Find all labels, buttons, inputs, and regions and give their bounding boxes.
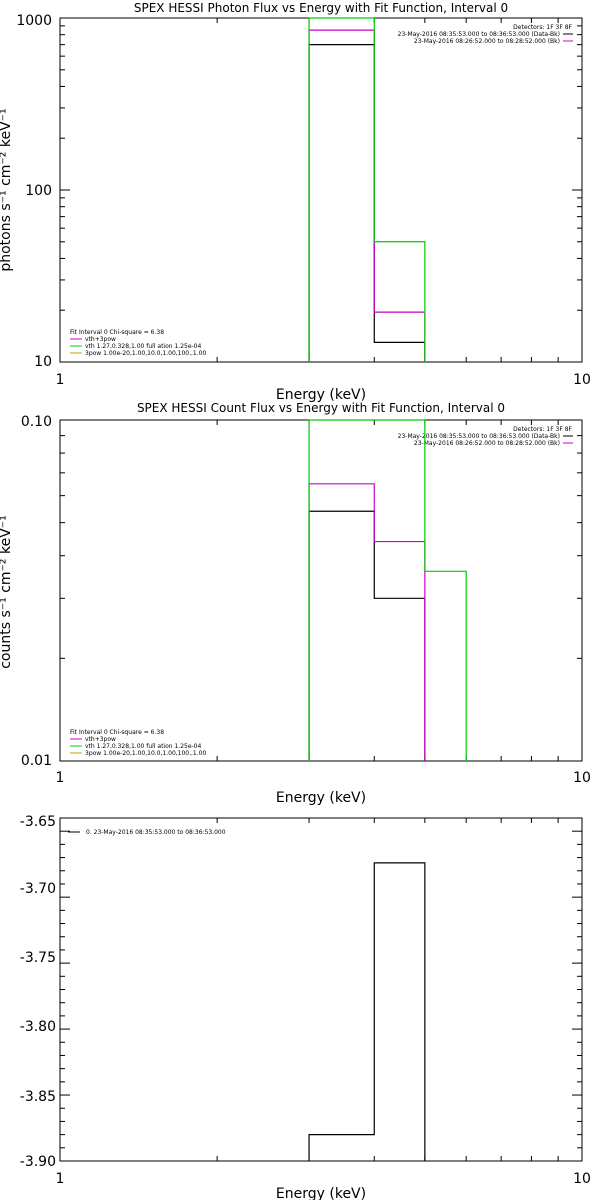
series-line — [308, 419, 467, 761]
legend-entry: vth 1.27,0.328,1.00 full ation 1.25e-04 — [85, 743, 201, 750]
x-tick-label: 1 — [56, 1171, 65, 1187]
y-tick-label: 0.10 — [21, 414, 52, 430]
x-axis-label: Energy (keV) — [276, 790, 366, 806]
y-tick-label: -3.80 — [20, 1019, 56, 1035]
y-axis-label: photons s⁻¹ cm⁻² keV⁻¹ — [0, 108, 14, 271]
y-tick-label: -3.75 — [20, 950, 56, 966]
axis-ticks — [59, 818, 583, 1162]
x-tick-label: 1 — [56, 372, 65, 388]
y-tick-label: -3.85 — [20, 1089, 56, 1105]
axis-ticks — [59, 419, 583, 762]
legend-left: Fit Interval 0 Chi-square = 6.38 vth+3po… — [70, 329, 206, 357]
y-tick-label: 1000 — [16, 13, 52, 29]
x-tick-label: 10 — [573, 372, 591, 388]
legend-header: Detectors: 1F 3F 8F — [513, 426, 572, 433]
legend-entry: 23-May-2016 08:26:52.000 to 08:28:52.000… — [414, 440, 560, 447]
legend-header: Detectors: 1F 3F 8F — [513, 24, 572, 31]
plot-frame — [59, 17, 583, 363]
x-tick-label: 10 — [573, 770, 591, 786]
axis-ticks — [59, 17, 583, 363]
y-tick-label: -3.90 — [20, 1154, 56, 1170]
y-tick-label: 10 — [34, 354, 52, 370]
legend-entry: vth 1.27,0.328,1.00 full ation 1.25e-04 — [85, 343, 201, 350]
x-axis-label: Energy (keV) — [276, 387, 366, 403]
legend-entry: 3pow 1.00e-20,1.00,10.0,1.00,100.,1.00 — [85, 350, 206, 357]
y-tick-label: 100 — [25, 183, 52, 199]
series-group — [308, 419, 467, 761]
legend-entry: 23-May-2016 08:35:53.000 to 08:36:53.000… — [398, 31, 560, 38]
series-line — [308, 29, 426, 362]
y-axis-label: counts s⁻¹ cm⁻² keV⁻¹ — [0, 515, 14, 669]
x-axis-label: Energy (keV) — [276, 1186, 366, 1200]
legend-entry: 0. 23-May-2016 08:35:53.000 to 08:36:53.… — [86, 829, 226, 836]
series-line — [308, 862, 426, 1161]
fit-info: Fit Interval 0 Chi-square = 6.38 — [70, 729, 164, 736]
plot-frame — [59, 817, 583, 1162]
x-tick-label: 10 — [573, 1171, 591, 1187]
legend-right: Detectors: 1F 3F 8F 23-May-2016 08:35:53… — [398, 426, 573, 447]
chart-title: SPEX HESSI Photon Flux vs Energy with Fi… — [134, 1, 508, 15]
legend-entry: vth+3pow — [85, 736, 116, 743]
series-group — [308, 862, 426, 1161]
series-group — [308, 17, 426, 362]
y-tick-label: 0.01 — [21, 753, 52, 769]
series-line — [308, 44, 426, 362]
y-tick-label: -3.65 — [20, 814, 56, 830]
legend-right: Detectors: 1F 3F 8F 23-May-2016 08:35:53… — [398, 24, 573, 45]
fit-info: Fit Interval 0 Chi-square = 6.38 — [70, 329, 164, 336]
legend-left: 0. 23-May-2016 08:35:53.000 to 08:36:53.… — [68, 829, 226, 836]
y-tick-label: -3.70 — [20, 881, 56, 897]
count-flux-panel: SPEX HESSI Count Flux vs Energy with Fit… — [0, 401, 591, 806]
series-line — [308, 510, 426, 761]
x-tick-label: 1 — [56, 770, 65, 786]
legend-entry: 3pow 1.00e-20,1.00,10.0,1.00,100.,1.00 — [85, 750, 206, 757]
plot-frame — [59, 419, 583, 762]
legend-left: Fit Interval 0 Chi-square = 6.38 vth+3po… — [70, 729, 206, 757]
legend-entry: vth+3pow — [85, 336, 116, 343]
chart-title: SPEX HESSI Count Flux vs Energy with Fit… — [137, 401, 505, 415]
series-line — [308, 483, 426, 761]
photon-flux-panel: SPEX HESSI Photon Flux vs Energy with Fi… — [0, 1, 591, 403]
series-line — [308, 17, 426, 362]
residual-panel: 1 10 -3.90 -3.85 -3.80 -3.75 -3.70 -3.65… — [20, 814, 591, 1200]
legend-entry: 23-May-2016 08:26:52.000 to 08:28:52.000… — [414, 38, 560, 45]
legend-entry: 23-May-2016 08:35:53.000 to 08:36:53.000… — [398, 433, 560, 440]
